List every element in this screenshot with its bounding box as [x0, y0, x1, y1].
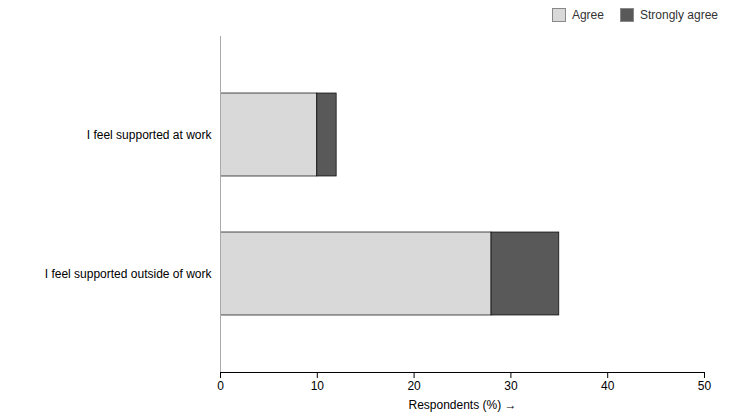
svg-text:I feel supported outside of wo: I feel supported outside of work: [45, 267, 213, 281]
svg-text:40: 40: [601, 379, 615, 393]
svg-text:30: 30: [504, 379, 518, 393]
svg-text:10: 10: [311, 379, 325, 393]
svg-text:0: 0: [217, 379, 224, 393]
svg-text:I feel supported at work: I feel supported at work: [87, 128, 213, 142]
svg-text:20: 20: [407, 379, 421, 393]
html-text:Agree: Agree: [571, 8, 604, 22]
html-text:Strongly agree: Strongly agree: [640, 8, 718, 22]
svg-text:50: 50: [698, 379, 712, 393]
svg-text:Respondents (%) →: Respondents (%) →: [408, 398, 516, 412]
